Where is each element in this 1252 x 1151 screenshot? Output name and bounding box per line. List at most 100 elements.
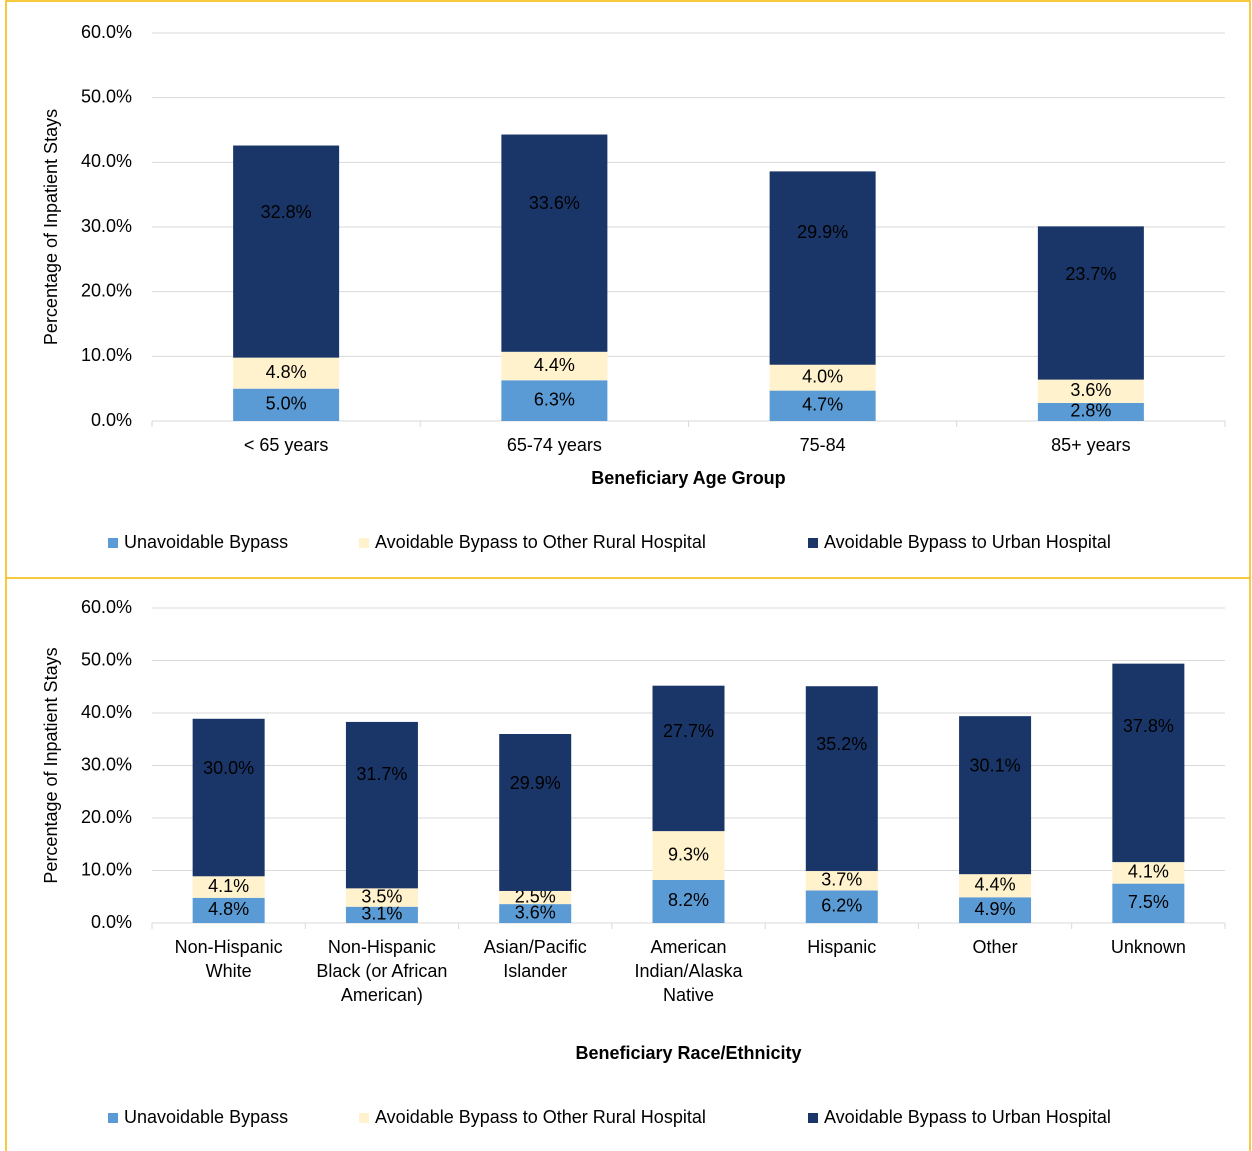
legend-label: Avoidable Bypass to Other Rural Hospital — [375, 532, 706, 552]
bar-segment — [233, 145, 340, 358]
bar-segment — [959, 716, 1032, 875]
y-tick-label: 50.0% — [81, 86, 132, 106]
value-label: 2.5% — [515, 886, 556, 906]
value-label: 33.6% — [529, 193, 580, 213]
value-label: 5.0% — [266, 394, 307, 414]
y-tick-label: 50.0% — [81, 649, 132, 669]
legend-label: Unavoidable Bypass — [124, 532, 288, 552]
value-label: 3.7% — [821, 869, 862, 889]
bar-segment — [1112, 663, 1185, 863]
legend-swatch — [359, 1113, 369, 1123]
value-label: 4.0% — [802, 366, 843, 386]
bar-segment — [805, 890, 878, 923]
bar-segment — [1112, 883, 1185, 923]
legend-swatch — [808, 1113, 818, 1123]
value-label: 3.1% — [361, 904, 402, 924]
value-label: 35.2% — [816, 734, 867, 754]
bar-segment — [1037, 226, 1144, 380]
bar-segment — [345, 721, 418, 889]
x-axis-label: Beneficiary Race/Ethnicity — [575, 1043, 801, 1063]
x-tick-label: Other — [973, 937, 1018, 957]
bar-segment — [499, 904, 572, 923]
bar-segment — [652, 831, 725, 880]
value-label: 3.5% — [361, 886, 402, 906]
x-tick-label: 85+ years — [1051, 435, 1131, 455]
bar-segment — [345, 888, 418, 907]
bar-segment — [652, 685, 725, 832]
value-label: 29.9% — [510, 773, 561, 793]
value-label: 27.7% — [663, 721, 714, 741]
value-label: 4.8% — [208, 899, 249, 919]
value-label: 6.3% — [534, 389, 575, 409]
bar-segment — [501, 380, 608, 421]
bar-segment — [192, 897, 265, 923]
x-tick-label: 75-84 — [800, 435, 846, 455]
value-label: 30.0% — [203, 758, 254, 778]
legend-label: Avoidable Bypass to Other Rural Hospital — [375, 1107, 706, 1127]
bar-segment — [959, 897, 1032, 923]
value-label: 8.2% — [668, 890, 709, 910]
bar-segment — [501, 134, 608, 352]
bar-segment — [233, 388, 340, 421]
value-label: 9.3% — [668, 844, 709, 864]
bar-segment — [769, 390, 876, 421]
x-tick-label: Non-Hispanic White — [175, 937, 283, 981]
value-label: 23.7% — [1065, 264, 1116, 284]
value-label: 29.9% — [797, 222, 848, 242]
value-label: 4.4% — [975, 874, 1016, 894]
bar-segment — [501, 351, 608, 381]
y-tick-label: 10.0% — [81, 345, 132, 365]
y-tick-label: 60.0% — [81, 597, 132, 617]
bar-segment — [1112, 862, 1185, 884]
y-tick-label: 40.0% — [81, 702, 132, 722]
y-tick-label: 60.0% — [81, 22, 132, 42]
x-tick-label: < 65 years — [244, 435, 329, 455]
value-label: 4.1% — [208, 876, 249, 896]
bar-segment — [769, 171, 876, 365]
bar-segment — [805, 871, 878, 891]
legend-swatch — [108, 538, 118, 548]
x-tick-label: American Indian/Alaska Native — [634, 937, 743, 1005]
value-label: 30.1% — [970, 755, 1021, 775]
legend-label: Avoidable Bypass to Urban Hospital — [824, 532, 1111, 552]
y-tick-label: 20.0% — [81, 807, 132, 827]
y-tick-label: 30.0% — [81, 754, 132, 774]
bar-segment — [805, 686, 878, 872]
legend-swatch — [808, 538, 818, 548]
y-tick-label: 10.0% — [81, 859, 132, 879]
x-axis-label: Beneficiary Age Group — [591, 468, 785, 488]
bar-segment — [769, 364, 876, 391]
value-label: 3.6% — [1070, 380, 1111, 400]
value-label: 4.4% — [534, 355, 575, 375]
bar-segment — [499, 890, 572, 905]
bar-segment — [499, 734, 572, 891]
y-tick-label: 0.0% — [91, 410, 132, 430]
bar-segment — [233, 357, 340, 389]
value-label: 7.5% — [1128, 892, 1169, 912]
x-tick-label: Asian/Pacific Islander — [484, 937, 587, 981]
value-label: 3.6% — [515, 902, 556, 922]
y-axis-label: Percentage of Inpatient Stays — [41, 647, 61, 883]
y-tick-label: 0.0% — [91, 912, 132, 932]
x-tick-label: Unknown — [1111, 937, 1186, 957]
legend-label: Avoidable Bypass to Urban Hospital — [824, 1107, 1111, 1127]
y-tick-label: 20.0% — [81, 280, 132, 300]
value-label: 2.8% — [1070, 401, 1111, 421]
value-label: 32.8% — [261, 202, 312, 222]
legend-swatch — [108, 1113, 118, 1123]
y-tick-label: 40.0% — [81, 151, 132, 171]
value-label: 4.9% — [975, 899, 1016, 919]
y-axis-label: Percentage of Inpatient Stays — [41, 109, 61, 345]
legend-label: Unavoidable Bypass — [124, 1107, 288, 1127]
value-label: 4.1% — [1128, 862, 1169, 882]
value-label: 4.8% — [266, 362, 307, 382]
value-label: 4.7% — [802, 395, 843, 415]
bar-segment — [959, 874, 1032, 898]
y-tick-label: 30.0% — [81, 216, 132, 236]
value-label: 6.2% — [821, 895, 862, 915]
legend-swatch — [359, 538, 369, 548]
bar-segment — [652, 879, 725, 923]
bar-segment — [192, 718, 265, 877]
x-tick-label: Hispanic — [807, 937, 876, 957]
